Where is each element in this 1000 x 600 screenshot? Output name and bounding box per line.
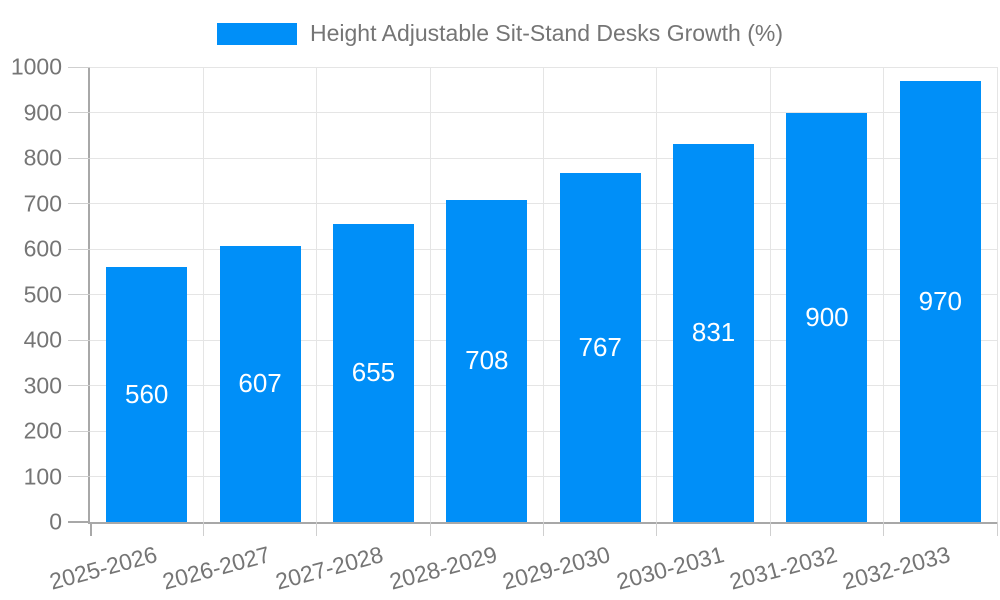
y-axis-label: 700 [23,190,62,216]
bar[interactable]: 900 [786,112,868,522]
plot-area: 0 100 200 300 400 500 600 700 800 900 1000 560 607 65… [11,54,998,595]
y-axis-label: 600 [23,235,62,262]
bar[interactable]: 708 [446,199,528,522]
x-axis-label: 2026-2027 [159,541,273,595]
y-axis-tick [68,430,90,432]
y-axis-tick [68,520,90,523]
y-axis-tick [68,339,90,341]
x-axis-label: 2030-2031 [613,541,727,595]
x-axis-tick [316,522,318,536]
bar[interactable]: 607 [219,245,301,522]
bar-value-label: 560 [124,379,169,410]
x-axis-tick [883,522,885,536]
x-gridline [429,67,431,522]
x-axis-label: 2027-2028 [273,541,387,595]
x-axis-tick [429,522,431,536]
x-axis-label: 2029-2030 [499,541,613,595]
y-axis-tick [68,66,90,68]
bar-value-label: 831 [691,317,736,348]
bar-value-label: 708 [465,345,509,376]
bar-value-label: 970 [918,285,962,316]
legend-swatch [217,22,297,45]
bar-value-label: 900 [805,301,849,332]
x-axis-tick [996,522,998,536]
x-gridline [883,67,885,522]
bar-value-label: 767 [578,332,622,362]
y-axis-label: 1000 [10,53,62,80]
x-axis-tick [543,522,544,536]
y-axis-tick [68,294,90,295]
legend-label: Height Adjustable Sit-Stand Desks Growth… [310,20,783,46]
legend[interactable]: Height Adjustable Sit-Stand Desks Growth… [0,20,1000,47]
y-axis-tick [68,112,90,113]
x-axis-label: 2032-2033 [840,541,954,595]
y-axis-label: 200 [23,417,62,444]
x-gridline [543,67,544,522]
y-axis-label: 800 [23,144,62,171]
bar[interactable]: 767 [559,173,641,522]
bar[interactable]: 970 [899,80,981,522]
x-gridline [769,67,771,522]
bar-value-label: 655 [351,357,396,388]
x-gridline [316,67,318,522]
x-axis-tick [656,522,658,536]
y-axis-label: 0 [49,508,62,535]
x-axis-label: 2025-2026 [46,541,160,595]
x-axis-label: 2028-2029 [386,541,500,595]
y-axis-label: 400 [23,326,62,353]
y-axis-tick [68,203,90,204]
x-axis-tick [769,522,771,536]
y-axis-label: 500 [23,281,62,307]
y-axis-label: 900 [23,99,62,125]
x-gridline [656,67,658,522]
bar[interactable]: 560 [106,267,188,522]
bar[interactable]: 831 [673,143,755,522]
bar-value-label: 607 [238,368,282,399]
x-axis-tick [202,522,204,536]
x-gridline [996,67,998,522]
y-axis-label: 100 [23,463,62,489]
x-axis-label: 2031-2032 [726,541,840,595]
x-axis-tick [89,522,92,536]
y-axis-tick [68,248,90,250]
y-axis-label: 300 [23,372,62,398]
x-gridline [202,67,204,522]
y-axis-tick [68,476,90,477]
bar[interactable]: 655 [332,223,414,522]
y-axis-tick [68,157,90,159]
y-axis-tick [68,385,90,386]
